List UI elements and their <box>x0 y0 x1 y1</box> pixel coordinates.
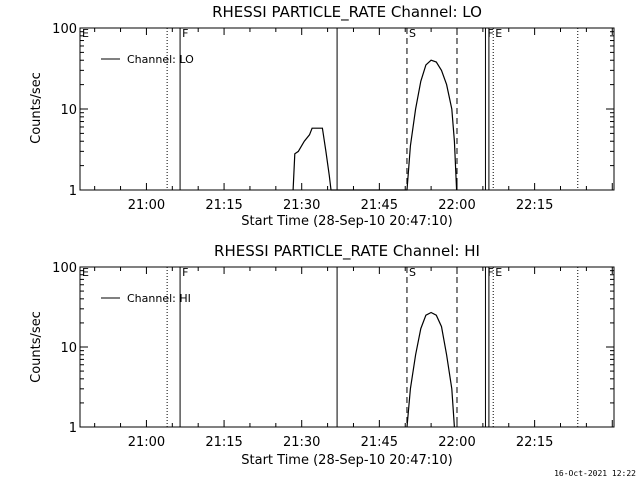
y-tick-label: 1 <box>69 421 77 436</box>
y-axis-label: Counts/sec <box>29 72 44 144</box>
legend-label: Channel: LO <box>127 53 194 66</box>
x-tick-label: 22:00 <box>438 435 475 450</box>
event-marker-label: S <box>409 266 416 279</box>
x-tick-label: 21:45 <box>361 198 398 213</box>
x-tick-label: 21:45 <box>361 435 398 450</box>
y-tick-label: 1 <box>69 184 77 199</box>
plot-frame <box>79 266 615 428</box>
x-tick-label: 22:00 <box>438 198 475 213</box>
event-marker-label: S <box>409 27 416 40</box>
y-tick-label: 100 <box>52 22 77 37</box>
series-line-lo <box>292 59 458 191</box>
event-marker-label: E <box>495 266 502 279</box>
event-marker-label: F <box>182 27 188 40</box>
y-axis-label: Counts/sec <box>29 311 44 383</box>
event-marker-label: F <box>182 266 188 279</box>
x-tick-label: 21:15 <box>205 435 242 450</box>
chart-title: RHESSI PARTICLE_RATE Channel: LO <box>212 3 482 22</box>
lo-channel-panel: RHESSI PARTICLE_RATE Channel: LO Start T… <box>29 3 615 229</box>
x-axis-label: Start Time (28-Sep-10 20:47:10) <box>241 453 452 468</box>
event-marker-label: F <box>487 266 493 279</box>
x-axis-label: Start Time (28-Sep-10 20:47:10) <box>241 214 452 229</box>
plot-timestamp: 16-Oct-2021 12:22 <box>554 469 636 478</box>
x-tick-label: 22:15 <box>516 435 553 450</box>
event-marker-label: E <box>82 266 89 279</box>
event-marker-label: E <box>495 27 502 40</box>
x-tick-label: 21:30 <box>283 435 320 450</box>
hi-channel-panel: RHESSI PARTICLE_RATE Channel: HI Start T… <box>29 242 615 468</box>
chart-title: RHESSI PARTICLE_RATE Channel: HI <box>214 242 480 261</box>
y-tick-label: 10 <box>60 341 77 356</box>
x-tick-label: 21:00 <box>128 435 165 450</box>
legend-label: Channel: HI <box>127 292 191 305</box>
series-line-hi <box>406 311 455 428</box>
x-tick-label: 21:00 <box>128 198 165 213</box>
event-marker-label: F <box>487 27 493 40</box>
y-tick-label: 100 <box>52 261 77 276</box>
y-tick-label: 10 <box>60 103 77 118</box>
event-marker-label: E <box>82 27 89 40</box>
x-tick-label: 21:15 <box>205 198 242 213</box>
x-tick-label: 22:15 <box>516 198 553 213</box>
x-tick-label: 21:30 <box>283 198 320 213</box>
